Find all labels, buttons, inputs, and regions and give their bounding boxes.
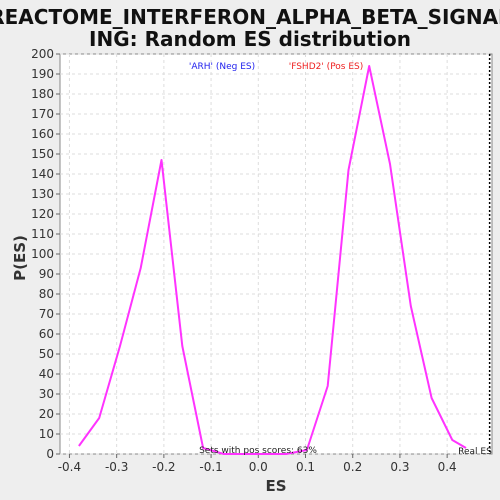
y-tick-label: 130 [31, 187, 54, 201]
axes: 0 10 20 30 40 50 60 70 80 90 100 110 120 130 140 150 160… [31, 47, 491, 474]
y-tick-label: 140 [31, 167, 54, 181]
x-tick-label: 0.4 [438, 460, 457, 474]
y-tick-label: 200 [31, 47, 54, 61]
y-axis-label: P(ES) [11, 235, 29, 281]
x-tick-label: 0.1 [296, 460, 315, 474]
y-tick-label: 150 [31, 147, 54, 161]
legend-neg-es: 'ARH' (Neg ES) [189, 62, 255, 72]
y-tick-label: 50 [39, 347, 54, 361]
es-distribution-line [78, 65, 467, 455]
y-tick-label: 120 [31, 207, 54, 221]
y-tick-label: 10 [39, 427, 54, 441]
y-tick-label: 60 [39, 327, 54, 341]
x-tick-label: 0.3 [390, 460, 409, 474]
x-tick-label: 0.2 [343, 460, 362, 474]
series-layer [78, 65, 467, 455]
x-tick-label: -0.4 [58, 460, 81, 474]
y-tick-label: 180 [31, 87, 54, 101]
y-tick-label: 160 [31, 127, 54, 141]
x-tick-label: 0.0 [249, 460, 268, 474]
x-tick-label: -0.2 [152, 460, 175, 474]
real-es-label: Real ES [458, 447, 492, 457]
x-tick-label: -0.1 [199, 460, 222, 474]
y-tick-label: 20 [39, 407, 54, 421]
y-tick-label: 30 [39, 387, 54, 401]
y-tick-label: 170 [31, 107, 54, 121]
y-tick-label: 90 [39, 267, 54, 281]
y-tick-label: 80 [39, 287, 54, 301]
y-tick-label: 100 [31, 247, 54, 261]
y-tick-label: 0 [46, 447, 54, 461]
y-tick-label: 70 [39, 307, 54, 321]
y-tick-label: 110 [31, 227, 54, 241]
y-tick-label: 40 [39, 367, 54, 381]
x-axis-label: ES [265, 477, 286, 495]
chart-title-line-2: ING: Random ES distribution [89, 27, 411, 51]
pos-scores-annotation: Sets with pos scores: 63% [199, 446, 317, 456]
legend-pos-es: 'FSHD2' (Pos ES) [289, 62, 364, 72]
x-tick-label: -0.3 [105, 460, 128, 474]
y-tick-label: 190 [31, 67, 54, 81]
chart-title-line-1: REACTOME_INTERFERON_ALPHA_BETA_SIGNAL [0, 5, 500, 29]
grid [60, 53, 492, 455]
